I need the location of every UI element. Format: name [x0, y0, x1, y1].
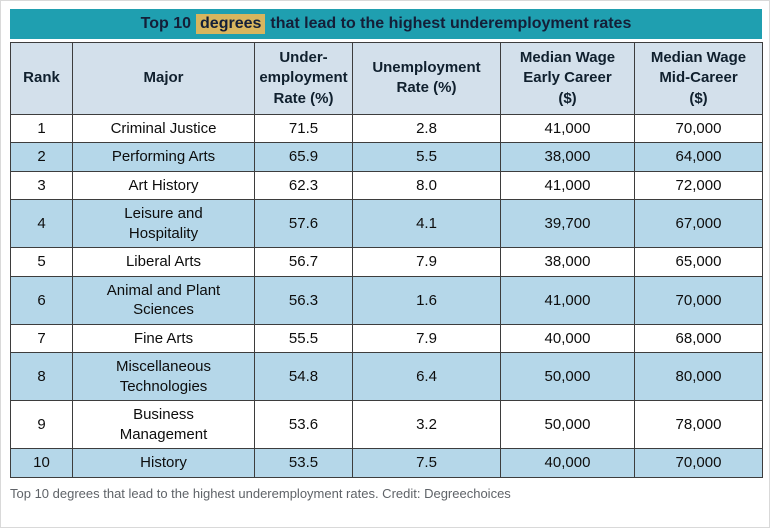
- major-cell: Business Management: [72, 400, 255, 450]
- underemployment-cell: 56.3: [254, 275, 353, 325]
- table-row: 1 Criminal Justice 71.5 2.8 41,000 70,00…: [10, 113, 763, 144]
- underemployment-cell: 65.9: [254, 142, 353, 172]
- wage-early-cell: 41,000: [500, 170, 635, 201]
- underemployment-cell: 56.7: [254, 247, 353, 277]
- wage-early-cell: 38,000: [500, 247, 635, 277]
- table-row: 9 Business Management 53.6 3.2 50,000 78…: [10, 400, 763, 450]
- wage-early-cell: 50,000: [500, 352, 635, 402]
- table-row: 8 Miscellaneous Technologies 54.8 6.4 50…: [10, 352, 763, 402]
- table-row: 10 History 53.5 7.5 40,000 70,000: [10, 448, 763, 478]
- major-cell: Fine Arts: [72, 323, 255, 354]
- unemployment-cell: 7.9: [352, 247, 501, 277]
- unemployment-cell: 4.1: [352, 199, 501, 249]
- title-text-after: that lead to the highest underemployment…: [270, 15, 632, 32]
- unemployment-cell: 5.5: [352, 142, 501, 172]
- wage-early-cell: 40,000: [500, 323, 635, 354]
- unemployment-cell: 6.4: [352, 352, 501, 402]
- wage-mid-cell: 80,000: [634, 352, 763, 402]
- title-highlighted-word: degrees: [196, 14, 266, 34]
- wage-early-cell: 50,000: [500, 400, 635, 450]
- header-median-wage-mid: Median Wage Mid-Career ($): [634, 42, 763, 115]
- underemployment-cell: 57.6: [254, 199, 353, 249]
- wage-mid-cell: 68,000: [634, 323, 763, 354]
- rank-cell: 4: [10, 199, 73, 249]
- rank-cell: 6: [10, 275, 73, 325]
- major-cell: Performing Arts: [72, 142, 255, 172]
- rank-cell: 9: [10, 400, 73, 450]
- header-median-wage-early: Median Wage Early Career ($): [500, 42, 635, 115]
- underemployment-cell: 53.6: [254, 400, 353, 450]
- table-row: 3 Art History 62.3 8.0 41,000 72,000: [10, 170, 763, 201]
- rank-cell: 8: [10, 352, 73, 402]
- underemployment-cell: 71.5: [254, 113, 353, 144]
- figure-caption: Top 10 degrees that lead to the highest …: [10, 485, 511, 501]
- rank-cell: 3: [10, 170, 73, 201]
- underemployment-table: Rank Major Under- employment Rate (%) Un…: [10, 42, 763, 478]
- rank-cell: 10: [10, 448, 73, 478]
- wage-early-cell: 38,000: [500, 142, 635, 172]
- wage-early-cell: 41,000: [500, 113, 635, 144]
- table-row: 5 Liberal Arts 56.7 7.9 38,000 65,000: [10, 247, 763, 277]
- title-text-before: Top 10: [140, 15, 192, 32]
- wage-mid-cell: 70,000: [634, 113, 763, 144]
- wage-mid-cell: 64,000: [634, 142, 763, 172]
- header-major: Major: [72, 42, 255, 115]
- table-row: 6 Animal and Plant Sciences 56.3 1.6 41,…: [10, 275, 763, 325]
- major-cell: Miscellaneous Technologies: [72, 352, 255, 402]
- header-row: Rank Major Under- employment Rate (%) Un…: [10, 42, 763, 115]
- header-unemployment-rate: Unemployment Rate (%): [352, 42, 501, 115]
- rank-cell: 1: [10, 113, 73, 144]
- major-cell: Liberal Arts: [72, 247, 255, 277]
- unemployment-cell: 8.0: [352, 170, 501, 201]
- wage-early-cell: 39,700: [500, 199, 635, 249]
- major-cell: Leisure and Hospitality: [72, 199, 255, 249]
- wage-mid-cell: 65,000: [634, 247, 763, 277]
- wage-mid-cell: 72,000: [634, 170, 763, 201]
- wage-mid-cell: 70,000: [634, 275, 763, 325]
- unemployment-cell: 2.8: [352, 113, 501, 144]
- header-underemployment-rate: Under- employment Rate (%): [254, 42, 353, 115]
- header-rank: Rank: [10, 42, 73, 115]
- major-cell: History: [72, 448, 255, 478]
- wage-mid-cell: 67,000: [634, 199, 763, 249]
- underemployment-cell: 55.5: [254, 323, 353, 354]
- major-cell: Art History: [72, 170, 255, 201]
- unemployment-cell: 7.5: [352, 448, 501, 478]
- rank-cell: 7: [10, 323, 73, 354]
- table-row: 7 Fine Arts 55.5 7.9 40,000 68,000: [10, 323, 763, 354]
- unemployment-cell: 3.2: [352, 400, 501, 450]
- wage-early-cell: 41,000: [500, 275, 635, 325]
- unemployment-cell: 1.6: [352, 275, 501, 325]
- table-row: 4 Leisure and Hospitality 57.6 4.1 39,70…: [10, 199, 763, 249]
- rank-cell: 5: [10, 247, 73, 277]
- table-row: 2 Performing Arts 65.9 5.5 38,000 64,000: [10, 142, 763, 172]
- unemployment-cell: 7.9: [352, 323, 501, 354]
- table-title-bar: Top 10 degrees that lead to the highest …: [10, 9, 762, 39]
- underemployment-cell: 53.5: [254, 448, 353, 478]
- wage-mid-cell: 70,000: [634, 448, 763, 478]
- underemployment-cell: 54.8: [254, 352, 353, 402]
- major-cell: Criminal Justice: [72, 113, 255, 144]
- rank-cell: 2: [10, 142, 73, 172]
- underemployment-cell: 62.3: [254, 170, 353, 201]
- wage-mid-cell: 78,000: [634, 400, 763, 450]
- wage-early-cell: 40,000: [500, 448, 635, 478]
- major-cell: Animal and Plant Sciences: [72, 275, 255, 325]
